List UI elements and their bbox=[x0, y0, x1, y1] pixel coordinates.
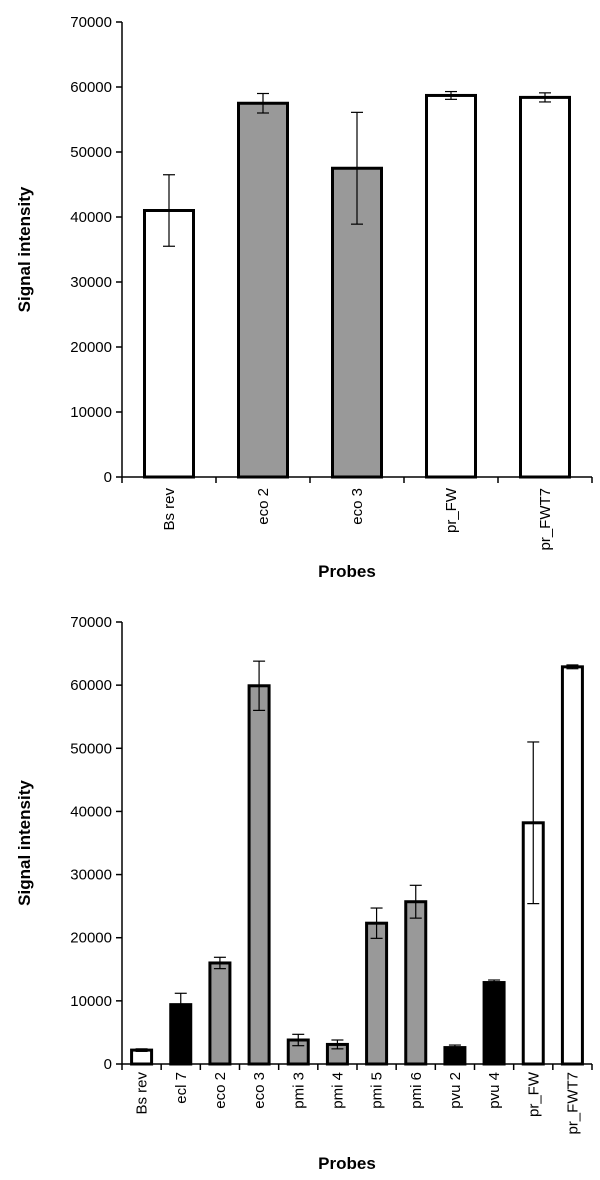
chart1-bar bbox=[143, 209, 195, 479]
chart1-category-label: pr_FW bbox=[443, 487, 460, 533]
chart2-category-label: pmi 6 bbox=[408, 1072, 425, 1109]
chart2-y-tick-label: 50000 bbox=[70, 740, 112, 757]
chart2-y-tick-label: 10000 bbox=[70, 993, 112, 1010]
chart2-y-tick-label: 30000 bbox=[70, 867, 112, 884]
chart2-category-label: ecl 7 bbox=[173, 1072, 190, 1104]
chart1-y-tick-label: 30000 bbox=[70, 274, 112, 291]
chart2-bar bbox=[247, 684, 271, 1066]
chart2-category-label: eco 2 bbox=[212, 1072, 229, 1109]
chart1-category-label: Bs rev bbox=[161, 488, 178, 531]
chart1-bar bbox=[237, 101, 289, 479]
chart2-category-label: eco 3 bbox=[251, 1072, 268, 1109]
chart1-y-tick-label: 0 bbox=[104, 469, 112, 486]
chart1-category-label: pr_FWT7 bbox=[537, 488, 554, 551]
chart2-bar bbox=[130, 1048, 154, 1066]
chart2-category-label: Bs rev bbox=[134, 1072, 151, 1115]
chart1-bar bbox=[425, 93, 477, 479]
chart2-y-tick-label: 70000 bbox=[70, 614, 112, 631]
chart1-y-tick-label: 20000 bbox=[70, 339, 112, 356]
chart2-category-label: pvu 2 bbox=[447, 1072, 464, 1109]
chart2-bar bbox=[482, 981, 506, 1066]
chart2-bar bbox=[404, 900, 428, 1066]
chart2-y-axis-title: Signal intensity bbox=[15, 780, 34, 906]
chart1-y-tick-label: 60000 bbox=[70, 79, 112, 96]
chart1-x-axis-title: Probes bbox=[318, 562, 376, 581]
chart1-y-tick-label: 50000 bbox=[70, 144, 112, 161]
chart2-category-label: pr_FWT7 bbox=[564, 1072, 581, 1135]
chart2-bar bbox=[208, 961, 232, 1066]
chart1-y-tick-label: 10000 bbox=[70, 404, 112, 421]
chart1-y-axis-title: Signal intensity bbox=[15, 186, 34, 312]
chart2-bar bbox=[365, 921, 389, 1066]
chart1-y-tick-label: 70000 bbox=[70, 14, 112, 31]
chart2-category-label: pr_FW bbox=[525, 1071, 542, 1117]
chart2-category-label: pmi 3 bbox=[290, 1072, 307, 1109]
chart1-y-tick-label: 40000 bbox=[70, 209, 112, 226]
chart2-x-axis-title: Probes bbox=[318, 1154, 376, 1173]
chart2-y-tick-label: 0 bbox=[104, 1056, 112, 1073]
chart1-category-label: eco 3 bbox=[349, 488, 366, 525]
chart1-category-label: eco 2 bbox=[255, 488, 272, 525]
chart2-bar bbox=[560, 665, 584, 1066]
chart2-category-label: pmi 4 bbox=[329, 1072, 346, 1109]
chart2-category-label: pmi 5 bbox=[369, 1072, 386, 1109]
chart2-category-label: pvu 4 bbox=[486, 1072, 503, 1109]
chart2-y-tick-label: 20000 bbox=[70, 930, 112, 947]
chart1-bar bbox=[519, 95, 571, 479]
chart2-y-tick-label: 40000 bbox=[70, 803, 112, 820]
chart2-y-tick-label: 60000 bbox=[70, 677, 112, 694]
